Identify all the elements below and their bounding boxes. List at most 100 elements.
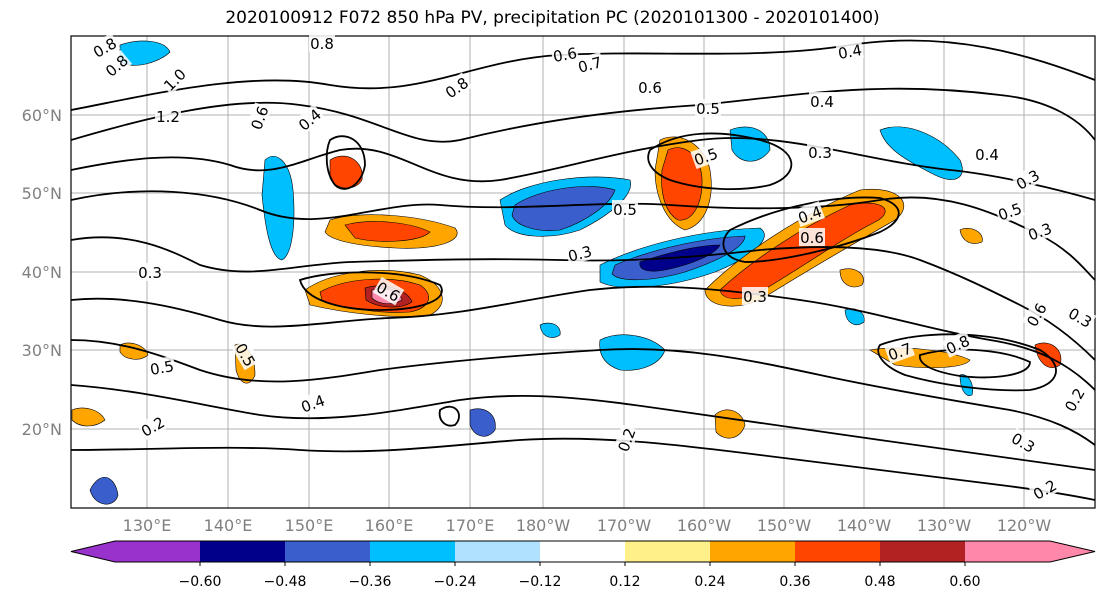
contour-label-text: 0.4 xyxy=(810,93,834,111)
colorbar-segment xyxy=(540,541,626,562)
longitude-label: 160°W xyxy=(677,516,732,535)
colorbar-segment xyxy=(625,541,711,562)
contour-label: 0.2 xyxy=(613,424,640,455)
contour-label: 0.4 xyxy=(835,39,865,63)
contour-label-text: 0.4 xyxy=(975,146,999,164)
precip-anomaly-shape xyxy=(959,228,983,244)
colorbar-segment xyxy=(455,541,541,562)
contour-label-text: 0.8 xyxy=(310,35,334,53)
contour-label-text: 0.4 xyxy=(837,41,864,63)
precip-anomaly-shape xyxy=(71,407,106,427)
contour-label-text: 0.5 xyxy=(613,201,637,219)
pv-contour xyxy=(71,339,1095,446)
pv-contour xyxy=(438,405,460,427)
contour-label-text: 0.5 xyxy=(149,357,176,379)
longitude-label: 180°W xyxy=(516,516,571,535)
contour-label-text: 0.6 xyxy=(638,79,662,97)
precip-anomaly-shape xyxy=(344,221,431,242)
contour-labels: 0.80.8 1.01.20.60.70.40.80.8 0.60.50.40.60… xyxy=(88,32,1097,504)
pv-contour xyxy=(647,132,793,191)
colorbar xyxy=(70,540,1096,563)
contour-label-text: 0.3 xyxy=(138,264,162,282)
pv-contour xyxy=(298,271,443,311)
colorbar-tick-label: −0.48 xyxy=(264,574,307,590)
contour-label-text: 0.6 xyxy=(800,229,824,247)
colorbar-tick-label: −0.12 xyxy=(519,574,562,590)
contour-label: 0.8 xyxy=(309,34,335,53)
colorbar-segment xyxy=(370,541,456,562)
contour-label: 0.6 xyxy=(637,78,663,97)
contour-label: 0.6 xyxy=(550,42,580,66)
pv-contour xyxy=(919,348,1031,379)
pv-contour xyxy=(71,437,1095,501)
longitude-label: 140°W xyxy=(837,516,892,535)
latitude-label: 20°N xyxy=(22,420,62,439)
latitude-label: 60°N xyxy=(22,106,62,125)
colorbar-tick-label: 0.48 xyxy=(864,574,895,590)
colorbar-segment xyxy=(200,541,286,562)
colorbar-tick-label: 0.12 xyxy=(609,574,640,590)
precip-anomaly-shape xyxy=(511,186,616,231)
colorbar-tick-label: −0.36 xyxy=(349,574,392,590)
colorbar-segment xyxy=(795,541,881,562)
contour-label: 0.5 xyxy=(612,200,638,219)
longitude-label: 150°W xyxy=(757,516,812,535)
colorbar-tick-label: −0.60 xyxy=(179,574,222,590)
contour-label: 0.5 xyxy=(147,355,177,379)
contour-label: 0.3 xyxy=(742,287,768,306)
precip-anomaly-shape xyxy=(839,268,864,288)
colorbar-tick-label: −0.24 xyxy=(434,574,477,590)
contour-label: 0.3 xyxy=(807,143,833,162)
longitude-label: 130°W xyxy=(917,516,972,535)
longitude-label: 170°E xyxy=(446,516,495,535)
pv-contour xyxy=(71,384,1095,471)
longitude-label: 150°E xyxy=(285,516,334,535)
colorbar-segment xyxy=(710,541,796,562)
contour-label: 0.3 xyxy=(137,263,163,282)
colorbar-ticks: −0.60 −0.48 −0.36 −0.24 −0.12 0.12 0.24 0.36 0.4… xyxy=(179,562,981,590)
contour-label: 0.4 xyxy=(809,92,835,111)
pv-contour xyxy=(71,285,1095,391)
map-canvas xyxy=(71,36,1095,508)
precip-anomaly-shape xyxy=(539,322,561,338)
latitude-label: 40°N xyxy=(22,263,62,282)
figure-title: 2020100912 F072 850 hPa PV, precipitatio… xyxy=(225,8,880,28)
colorbar-tick-label: 0.60 xyxy=(949,574,980,590)
colorbar-segment xyxy=(115,541,201,562)
pv-contour xyxy=(71,87,1095,143)
colorbar-tick-label: 0.36 xyxy=(779,574,810,590)
longitude-labels: 130°E 140°E 150°E 160°E 170°E 180°W 170°W 160°W… xyxy=(123,516,1052,535)
precip-anomaly-shape xyxy=(879,126,963,180)
contour-label-text: 1.2 xyxy=(156,108,180,126)
contour-label: 0.6 xyxy=(799,228,825,247)
latitude-label: 50°N xyxy=(22,184,62,203)
colorbar-tick-label: 0.24 xyxy=(694,574,725,590)
longitude-label: 140°E xyxy=(204,516,253,535)
pv-contour xyxy=(325,135,366,190)
contour-label: 0.3 xyxy=(564,240,595,266)
contour-label: 0.4 xyxy=(974,145,1000,164)
colorbar-segment xyxy=(965,541,1051,562)
contour-label-text: 0.3 xyxy=(743,288,767,306)
colorbar-outline xyxy=(70,540,1096,563)
contour-label: 1.2 xyxy=(155,107,181,126)
precip-anomaly-shape xyxy=(599,334,666,371)
latitude-label: 30°N xyxy=(22,341,62,360)
contour-label: 0.5 xyxy=(695,99,721,118)
precip-anomaly-shape xyxy=(469,408,496,437)
contour-label: 0.7 xyxy=(574,51,605,77)
pv-contour xyxy=(71,137,1095,201)
colorbar-extend-left xyxy=(71,541,115,562)
contour-label-text: 0.7 xyxy=(576,53,604,77)
precip-anomaly-shape xyxy=(261,155,295,261)
latitude-labels: 60°N 50°N 40°N 30°N 20°N xyxy=(22,106,62,439)
longitude-label: 120°W xyxy=(997,516,1052,535)
contour-label-text: 0.5 xyxy=(696,100,720,118)
map-frame xyxy=(70,35,1096,509)
longitude-label: 170°W xyxy=(597,516,652,535)
contour-label-text: 0.3 xyxy=(808,144,832,162)
contour-label-text: 0.3 xyxy=(566,242,594,266)
colorbar-segment xyxy=(880,541,966,562)
colorbar-segment xyxy=(285,541,371,562)
